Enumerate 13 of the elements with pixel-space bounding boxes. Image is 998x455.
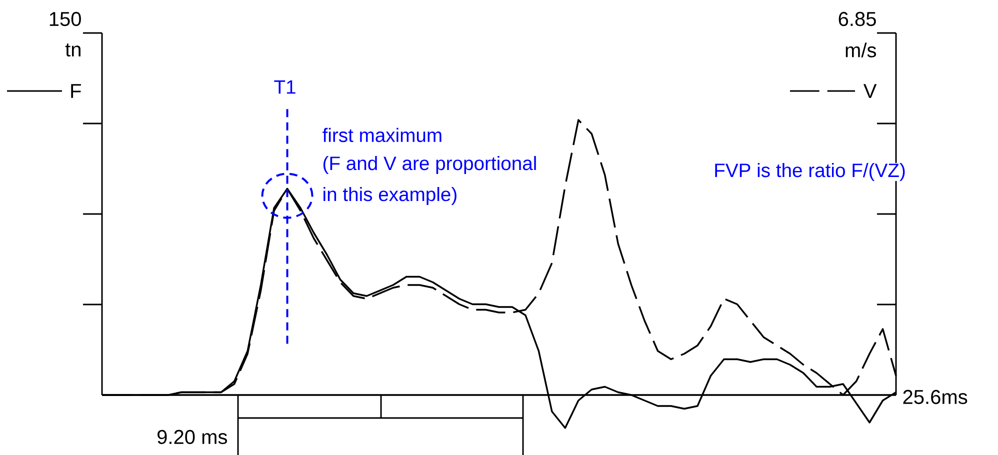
y2-axis-title: m/s	[846, 42, 876, 58]
text: 9.20 ms	[158, 430, 227, 444]
text: 150	[50, 12, 81, 26]
legend-label: V	[863, 84, 877, 98]
text: 6.85	[838, 12, 876, 26]
annotation: in this example)	[324, 186, 456, 206]
annotation: FVP is the ratio F/(VZ)	[715, 162, 905, 182]
y-axis-title: tn	[65, 43, 80, 57]
text: 25.6ms	[903, 390, 968, 404]
annotation: first maximum	[322, 128, 442, 142]
text: T1	[274, 80, 296, 94]
annotation: (F and V are proportional	[323, 156, 536, 174]
legend-label: F	[71, 84, 81, 98]
